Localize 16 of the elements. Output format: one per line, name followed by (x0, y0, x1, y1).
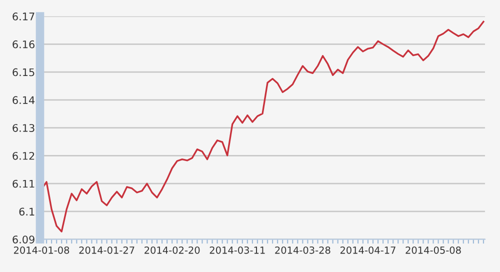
y-tick-label: 6.13 (12, 124, 34, 132)
y-tick-label: 6.15 (12, 68, 34, 76)
y-tick-label: 6.1 (19, 208, 34, 216)
y-tick-label: 6.16 (12, 40, 34, 48)
y-tick-label: 6.17 (12, 12, 34, 20)
x-tick-label: 2014-03-11 (210, 246, 265, 254)
x-tick-label: 2014-04-17 (340, 246, 396, 254)
x-tick-label: 2014-01-08 (14, 246, 70, 254)
y-tick-label: 6.14 (12, 96, 35, 104)
x-tick-label: 2014-01-27 (79, 246, 134, 254)
y-tick-label: 6.09 (12, 236, 34, 244)
y-tick-label: 6.11 (12, 180, 34, 188)
x-tick-label: 2014-05-08 (406, 246, 461, 254)
x-tick-label: 2014-02-20 (144, 246, 200, 254)
x-tick-label: 2014-03-28 (275, 246, 330, 254)
y-tick-label: 6.12 (12, 152, 34, 160)
